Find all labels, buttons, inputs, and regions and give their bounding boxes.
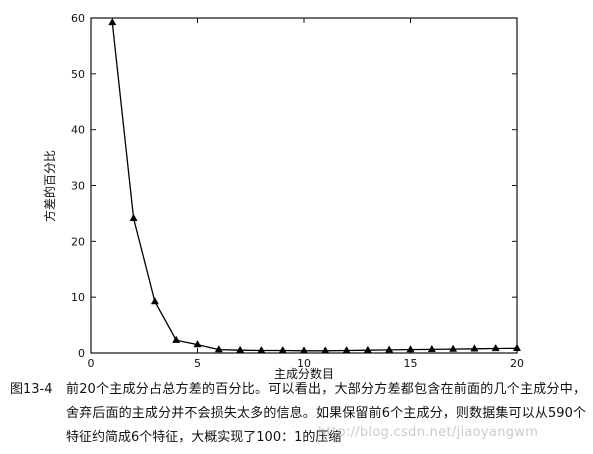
data-point-marker bbox=[512, 343, 522, 351]
x-tick-label: 10 bbox=[297, 357, 311, 370]
data-point-marker bbox=[363, 345, 372, 353]
data-point-marker bbox=[129, 213, 138, 222]
data-point-marker bbox=[491, 343, 500, 352]
x-tick-label: 15 bbox=[404, 357, 418, 370]
caption-number: 图13-4 bbox=[10, 382, 53, 397]
x-axis-label: 主成分数目 bbox=[274, 366, 334, 380]
data-point-marker bbox=[406, 345, 415, 353]
x-tick-label: 20 bbox=[510, 357, 524, 370]
y-tick-label: 20 bbox=[71, 235, 85, 248]
data-point-marker bbox=[278, 345, 287, 354]
series-markers bbox=[108, 17, 522, 354]
y-tick-label: 40 bbox=[71, 124, 85, 137]
data-point-marker bbox=[257, 345, 266, 354]
series-line bbox=[111, 22, 518, 352]
data-point-marker bbox=[449, 344, 458, 352]
data-point-marker bbox=[427, 344, 436, 353]
y-tick-label: 0 bbox=[78, 347, 85, 360]
y-tick-label: 60 bbox=[71, 12, 85, 25]
data-point-marker bbox=[172, 335, 181, 343]
data-point-marker bbox=[342, 345, 351, 354]
watermark: http://blog.csdn.net/jiaoyangwm bbox=[318, 425, 539, 440]
data-point-marker bbox=[236, 345, 245, 353]
data-point-marker bbox=[385, 345, 394, 353]
data-point-marker bbox=[214, 345, 223, 353]
x-tick-label: 5 bbox=[194, 357, 201, 370]
data-point-marker bbox=[108, 17, 117, 26]
tick-labels: 0 5 10 15 20 0 10 20 30 40 50 60 bbox=[71, 12, 524, 370]
caption-text: 前20个主成分占总方差的百分比。可以看出，大部分方差都包含在前面的几个主成分中，… bbox=[66, 382, 586, 445]
data-point-marker bbox=[150, 297, 159, 305]
y-tick-label: 50 bbox=[71, 68, 85, 81]
data-point-marker bbox=[321, 346, 330, 354]
line-chart: 0 5 10 15 20 0 10 20 30 40 50 60 主成分数目 方差的百分比 bbox=[42, 12, 524, 380]
y-axis-label: 方差的百分比 bbox=[42, 150, 57, 222]
y-tick-label: 10 bbox=[71, 291, 85, 304]
data-point-marker bbox=[470, 344, 479, 352]
data-point-marker bbox=[193, 340, 202, 348]
data-point-marker bbox=[299, 346, 309, 354]
x-tick-label: 0 bbox=[88, 357, 95, 370]
y-tick-label: 30 bbox=[71, 180, 85, 193]
